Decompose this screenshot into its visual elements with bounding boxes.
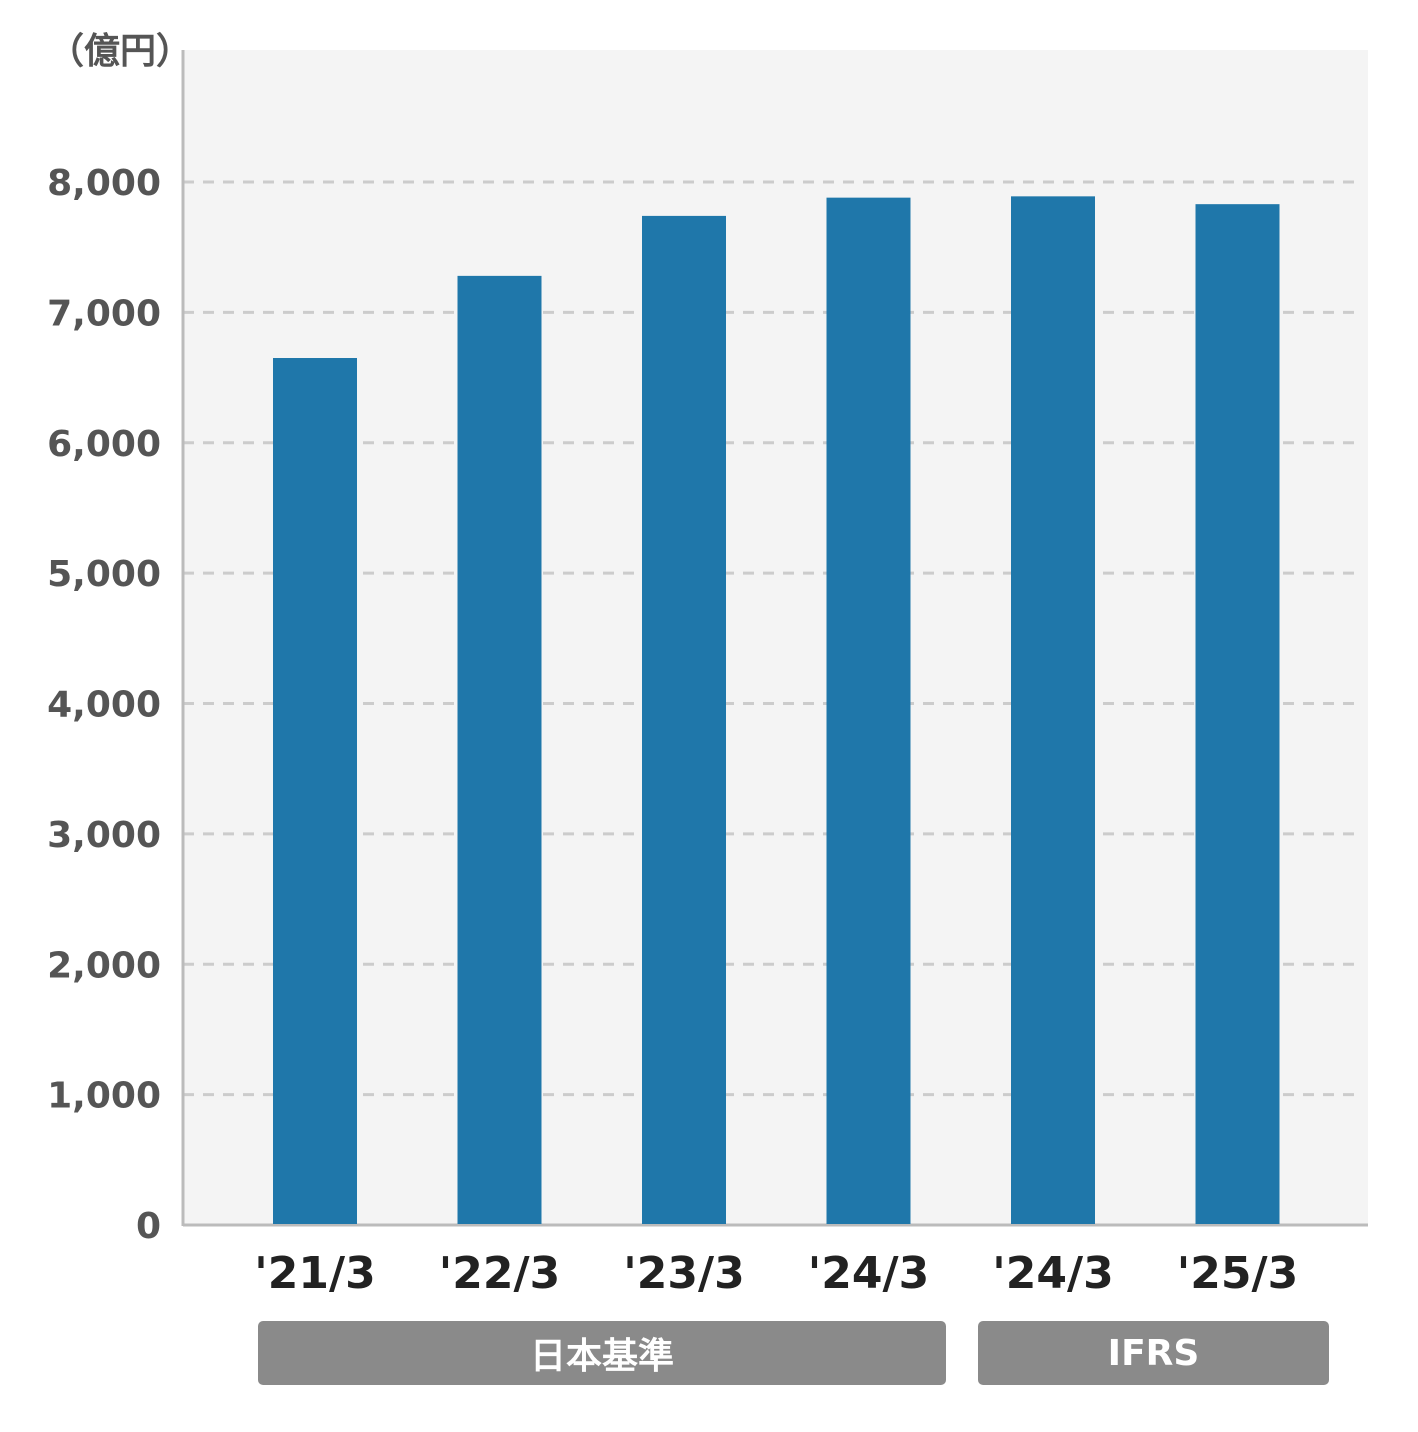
x-tick-label: '21/3 (254, 1248, 375, 1299)
bar (273, 358, 357, 1225)
y-tick-label: 8,000 (47, 163, 161, 204)
bar (826, 197, 911, 1224)
y-tick-label: 3,000 (47, 815, 161, 856)
y-axis-unit-label: （億円） (48, 31, 193, 72)
bar (642, 215, 726, 1224)
y-tick-label: 7,000 (47, 293, 161, 334)
bar (1011, 196, 1095, 1224)
y-tick-label: 2,000 (47, 945, 161, 986)
x-tick-label: '23/3 (623, 1248, 744, 1299)
y-tick-label: 1,000 (47, 1076, 161, 1117)
x-tick-label: '25/3 (1177, 1248, 1298, 1299)
y-tick-label: 4,000 (47, 685, 161, 726)
bar (1195, 204, 1280, 1224)
y-tick-label: 0 (136, 1206, 161, 1247)
x-tick-label: '22/3 (439, 1248, 560, 1299)
plot-background (183, 50, 1368, 1225)
bar (457, 275, 542, 1224)
group-label-ifrs: IFRS (978, 1321, 1329, 1385)
x-tick-label: '24/3 (992, 1248, 1113, 1299)
y-tick-label: 5,000 (47, 554, 161, 595)
y-tick-label: 6,000 (47, 424, 161, 465)
group-label-jgaap: 日本基準 (258, 1321, 946, 1385)
x-tick-label: '24/3 (808, 1248, 929, 1299)
